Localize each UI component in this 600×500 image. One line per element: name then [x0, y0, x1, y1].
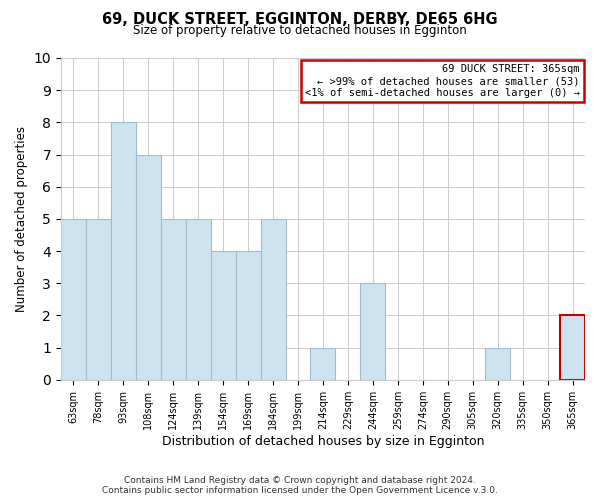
- Text: Contains HM Land Registry data © Crown copyright and database right 2024.
Contai: Contains HM Land Registry data © Crown c…: [102, 476, 498, 495]
- Bar: [361, 284, 385, 380]
- Y-axis label: Number of detached properties: Number of detached properties: [15, 126, 28, 312]
- Text: 69 DUCK STREET: 365sqm
← >99% of detached houses are smaller (53)
<1% of semi-de: 69 DUCK STREET: 365sqm ← >99% of detache…: [305, 64, 580, 98]
- Bar: [310, 348, 335, 380]
- Bar: [61, 219, 86, 380]
- Bar: [136, 154, 161, 380]
- Text: Size of property relative to detached houses in Egginton: Size of property relative to detached ho…: [133, 24, 467, 37]
- Bar: [185, 219, 211, 380]
- Bar: [211, 251, 236, 380]
- Bar: [86, 219, 111, 380]
- Bar: [111, 122, 136, 380]
- Bar: [560, 316, 585, 380]
- Text: 69, DUCK STREET, EGGINTON, DERBY, DE65 6HG: 69, DUCK STREET, EGGINTON, DERBY, DE65 6…: [102, 12, 498, 28]
- X-axis label: Distribution of detached houses by size in Egginton: Distribution of detached houses by size …: [162, 434, 484, 448]
- Bar: [236, 251, 260, 380]
- Bar: [260, 219, 286, 380]
- Bar: [485, 348, 510, 380]
- Bar: [161, 219, 185, 380]
